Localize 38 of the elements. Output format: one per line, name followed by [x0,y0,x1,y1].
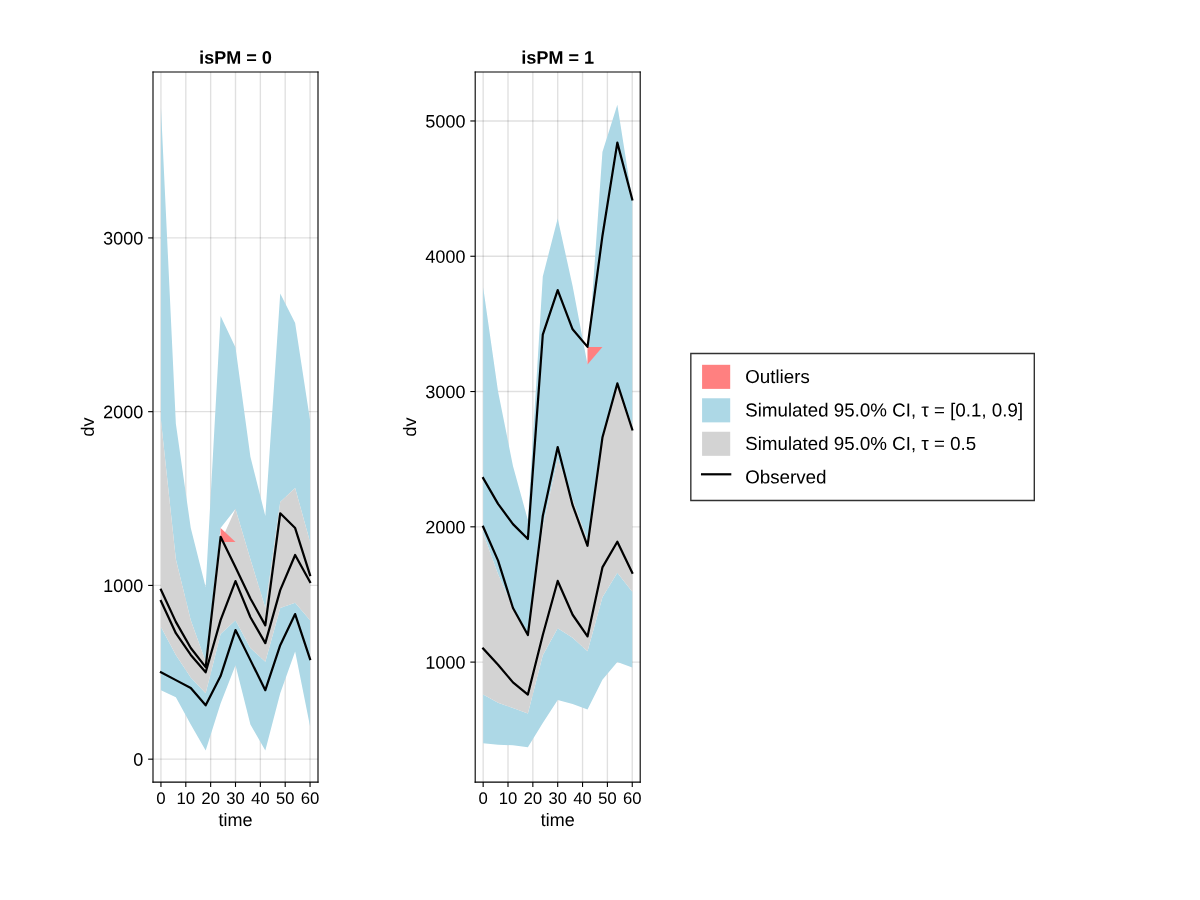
x-tick-label: 60 [623,792,641,805]
line-series [482,382,634,637]
line-series [159,612,312,707]
x-tick-label: 10 [500,792,517,805]
x-tick-label: 10 [177,792,195,805]
x-axis-title: time [218,812,252,827]
x-tick-label: 60 [301,792,319,805]
x-tick-label: 0 [156,792,165,805]
x-axis-title: time [540,812,574,827]
chart-title: isPM = 1 [522,50,594,64]
legend-label: Outliers [746,369,810,384]
y-axis-title: dv [402,417,417,436]
y-tick-label: 3000 [426,385,465,399]
y-tick-label: 1000 [426,656,465,669]
y-tick-label: 0 [133,753,143,766]
line-series [482,540,634,696]
chart-title: isPM = 0 [200,50,272,64]
legend-label: Simulated 95.0% CI, τ = 0.5 [746,436,976,453]
x-tick-label: 40 [573,792,592,805]
y-tick-label: 4000 [425,250,465,263]
line-series [482,141,634,541]
y-tick-label: 2000 [104,405,143,419]
x-tick-label: 20 [524,792,542,805]
x-tick-label: 30 [549,792,567,805]
x-tick-label: 30 [226,792,245,805]
y-tick-label: 1000 [104,579,143,593]
x-tick-label: 40 [251,792,269,805]
legend-label: Observed [746,469,826,484]
x-tick-label: 0 [479,792,488,805]
x-tick-label: 50 [276,792,294,805]
x-tick-label: 50 [598,792,617,805]
y-tick-label: 3000 [103,231,143,245]
y-tick-label: 2000 [426,520,465,534]
x-tick-label: 20 [202,792,220,805]
y-tick-label: 5000 [426,114,465,128]
legend-label: Simulated 95.0% CI, τ = [0.1, 0.9] [746,402,1022,421]
y-axis-title: dv [80,417,94,436]
line-series [159,512,312,669]
